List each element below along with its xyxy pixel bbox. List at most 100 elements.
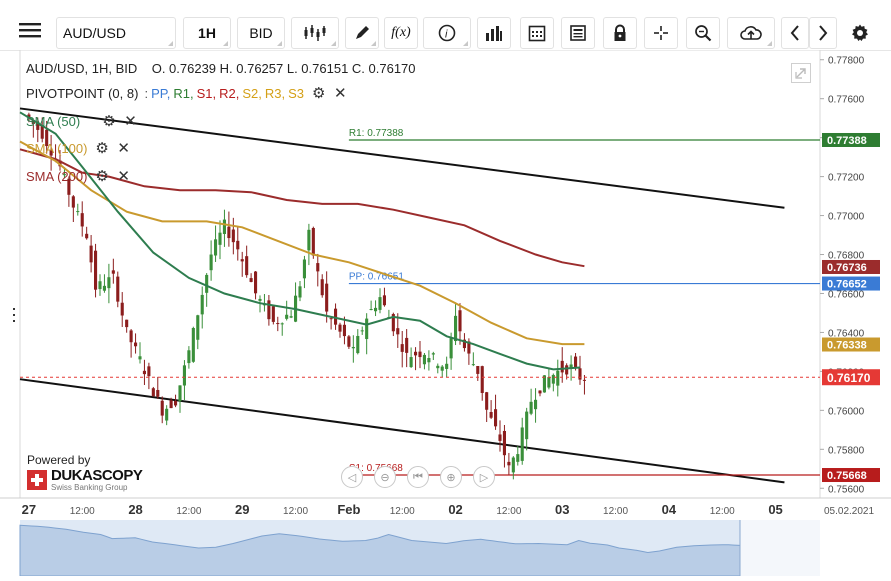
x-tick-label: Feb: [337, 502, 360, 517]
candle-body: [280, 323, 284, 325]
price-chart[interactable]: 0.756000.758000.760000.762000.764000.766…: [0, 49, 891, 577]
sma50-remove-icon[interactable]: ✕: [124, 112, 137, 130]
ma-tag-bg: [822, 259, 880, 274]
info-icon[interactable]: i: [423, 17, 471, 49]
draw-pencil-icon[interactable]: [345, 17, 379, 49]
zoom-in-icon[interactable]: ⊕: [440, 466, 462, 488]
news-icon[interactable]: [561, 17, 595, 49]
candle-body: [240, 259, 244, 262]
candle-body: [267, 300, 271, 320]
candle-body: [107, 277, 111, 289]
powered-by-text: Powered by: [27, 453, 91, 467]
candle-body: [405, 337, 409, 353]
candle-body: [436, 365, 440, 369]
sma200-settings-gear-icon[interactable]: ⚙: [95, 167, 109, 185]
x-tick-label: 12:00: [390, 506, 415, 517]
candles-icon[interactable]: [291, 17, 339, 49]
candle-body: [565, 365, 569, 375]
candle-body: [227, 226, 231, 239]
candle-body: [534, 399, 538, 410]
sma200-legend: SMA (200) ⚙ ✕: [26, 167, 131, 185]
zoom-out-icon[interactable]: ⊖: [374, 466, 396, 488]
candle-body: [89, 245, 93, 263]
candle-body: [214, 239, 218, 256]
x-tick-label: 03: [555, 502, 569, 517]
candle-body: [200, 294, 204, 315]
timeframe-select[interactable]: 1H: [183, 17, 231, 49]
candle-body: [471, 364, 475, 366]
x-tick-label: 12:00: [283, 506, 308, 517]
candle-body: [289, 316, 293, 318]
candle-body: [489, 412, 493, 418]
candle-body: [476, 365, 480, 374]
chart-navigation: ◁ ⊖ ⏮ ⊕ ▷: [341, 466, 495, 488]
sma100-remove-icon[interactable]: ✕: [117, 139, 130, 157]
candle-body: [494, 409, 498, 427]
pivot-label: PIVOTPOINT (0, 8): [26, 86, 139, 101]
candle-body: [85, 233, 89, 239]
pivot-remove-icon[interactable]: ✕: [334, 84, 347, 102]
candle-body: [45, 129, 49, 147]
candle-body: [276, 323, 280, 325]
resize-handle-dot: [13, 308, 15, 310]
y-tick-label: 0.76600: [828, 289, 865, 300]
volume-bars-icon[interactable]: [477, 17, 511, 49]
next-icon[interactable]: [809, 17, 837, 49]
current-price-tag-bg: [822, 369, 880, 386]
x-tick-label: 12:00: [603, 506, 628, 517]
sma200-line: [19, 148, 585, 268]
x-tick-label: 12:00: [710, 506, 735, 517]
pivot-settings-gear-icon[interactable]: ⚙: [312, 84, 326, 102]
trendline: [19, 378, 785, 484]
reset-view-icon[interactable]: ⏮: [407, 466, 429, 488]
candle-body: [516, 454, 520, 462]
candle-body: [191, 327, 195, 362]
menu-icon[interactable]: [19, 22, 47, 46]
scroll-right-icon[interactable]: ▷: [473, 466, 495, 488]
chart-area[interactable]: 0.756000.758000.760000.762000.764000.766…: [0, 49, 891, 577]
prev-icon[interactable]: [781, 17, 809, 49]
candle-body: [254, 271, 258, 294]
crosshair-icon[interactable]: [644, 17, 678, 49]
candle-body: [169, 400, 173, 409]
y-tick-label: 0.77000: [828, 212, 865, 223]
candle-body: [498, 434, 502, 441]
sma50-settings-gear-icon[interactable]: ⚙: [102, 112, 116, 130]
candle-body: [129, 330, 133, 343]
candle-body: [98, 281, 102, 290]
candle-body: [245, 256, 249, 276]
instrument-label: AUD/USD, 1H, BID: [26, 61, 138, 76]
candle-body: [431, 353, 435, 355]
candle-body: [467, 341, 471, 354]
gear-icon[interactable]: [846, 17, 874, 49]
zoom-icon[interactable]: [686, 17, 720, 49]
candle-body: [551, 374, 555, 384]
candle-body: [507, 461, 511, 466]
side-select[interactable]: BID: [237, 17, 285, 49]
candle-body: [134, 342, 138, 347]
candle-body: [151, 388, 155, 397]
symbol-select[interactable]: AUD/USD: [56, 17, 176, 49]
candle-body: [325, 283, 329, 312]
x-tick-label: 05.02.2021: [824, 506, 874, 517]
expand-icon[interactable]: [791, 63, 811, 83]
candle-body: [525, 411, 529, 440]
toolbar: AUD/USD 1H BID f(x) i: [0, 0, 891, 51]
lock-icon[interactable]: [603, 17, 637, 49]
candle-body: [160, 400, 164, 416]
function-icon[interactable]: f(x): [384, 17, 418, 49]
price-tag-bg: [822, 132, 880, 147]
candle-body: [462, 339, 466, 349]
candle-body: [542, 375, 546, 393]
calendar-icon[interactable]: [520, 17, 554, 49]
candle-body: [569, 364, 573, 369]
cloud-upload-icon[interactable]: [727, 17, 775, 49]
logo-tagline: Swiss Banking Group: [51, 483, 128, 492]
candle-body: [427, 358, 431, 363]
sma100-settings-gear-icon[interactable]: ⚙: [95, 139, 109, 157]
sma50-line: [19, 111, 581, 371]
candle-body: [187, 350, 191, 364]
sma200-remove-icon[interactable]: ✕: [117, 167, 130, 185]
scroll-left-icon[interactable]: ◁: [341, 466, 363, 488]
candle-body: [445, 363, 449, 369]
